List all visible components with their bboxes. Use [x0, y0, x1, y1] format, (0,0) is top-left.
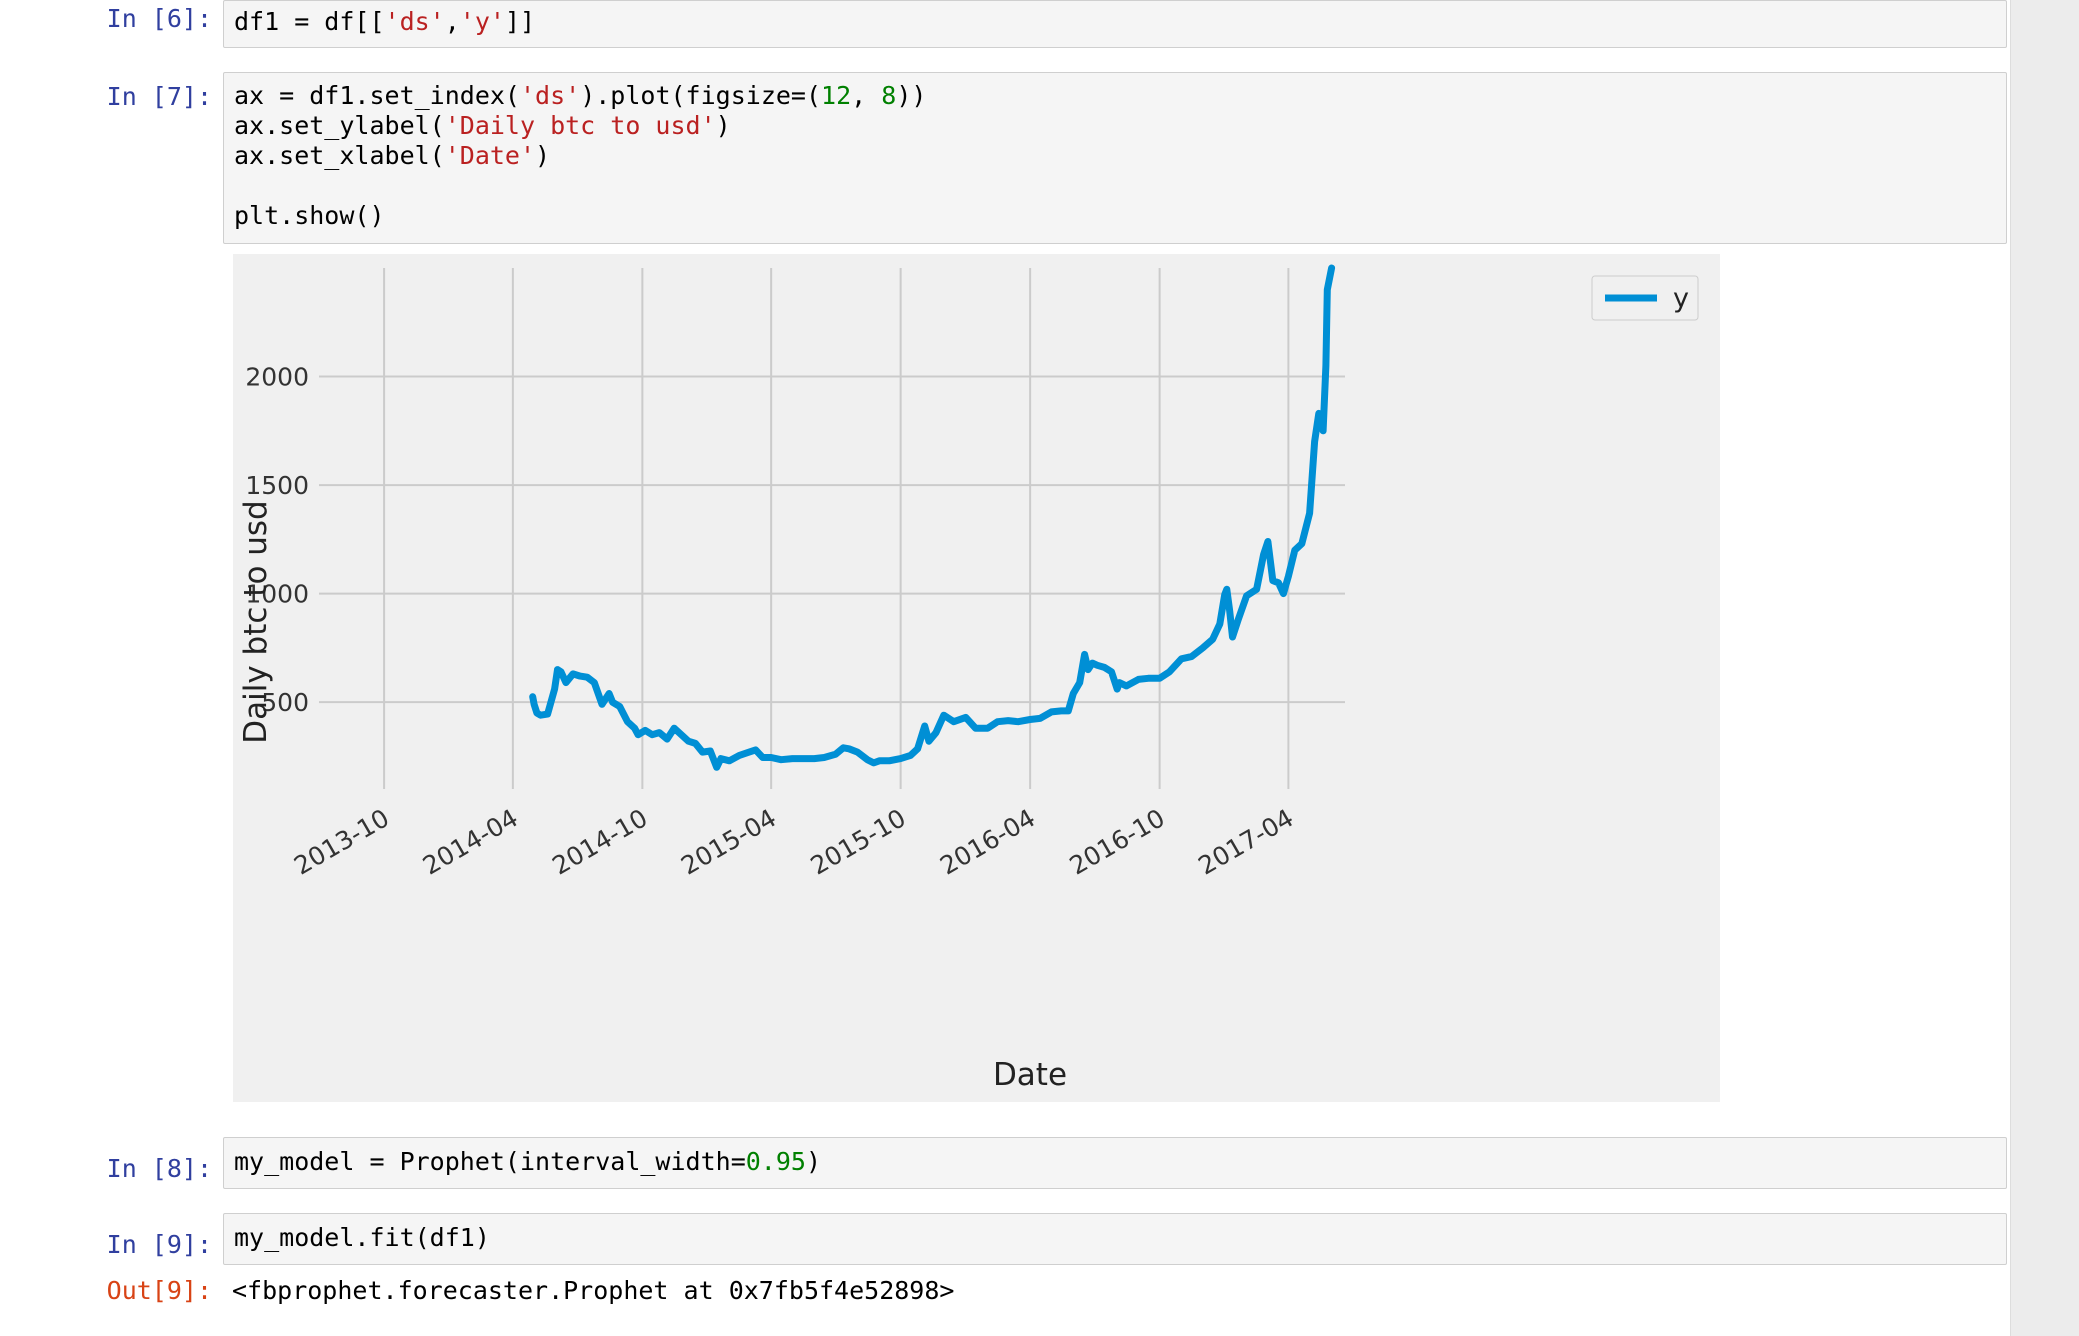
- y-tick-label: 1500: [245, 471, 309, 500]
- grid-lines: [319, 268, 1345, 789]
- string-token: 'y': [459, 7, 505, 36]
- code-line: ax = df1.set_index('ds').plot(figsize=(1…: [224, 73, 2006, 111]
- input-prompt-6: In [6]:: [106, 4, 212, 33]
- y-axis-label: Daily btc to usd: [238, 500, 274, 743]
- x-tick-label: 2017-04: [1193, 803, 1298, 880]
- code-cell-7[interactable]: ax = df1.set_index('ds').plot(figsize=(1…: [223, 72, 2007, 244]
- code-line: ax.set_ylabel('Daily btc to usd'): [224, 111, 2006, 141]
- x-tick-label: 2014-10: [547, 803, 652, 880]
- code-token: my_model = Prophet(interval_width=: [234, 1147, 746, 1176]
- page-scrollbar[interactable]: [2010, 0, 2079, 1336]
- series-line-y: [529, 264, 1336, 771]
- code-cell-8[interactable]: my_model = Prophet(interval_width=0.95): [223, 1137, 2007, 1189]
- number-token: 8: [881, 81, 897, 110]
- string-token: 'Date': [444, 141, 536, 170]
- cell-output-text: <fbprophet.forecaster.Prophet at 0x7fb5f…: [232, 1276, 955, 1305]
- y-tick-label: 2000: [245, 363, 309, 392]
- code-cell-9[interactable]: my_model.fit(df1): [223, 1213, 2007, 1265]
- string-token: 'Daily btc to usd': [444, 111, 716, 140]
- x-tick-label: 2016-10: [1065, 803, 1170, 880]
- code-token: my_model.fit(df1): [234, 1223, 490, 1252]
- x-tick-label: 2015-10: [806, 803, 911, 880]
- code-line: plt.show(): [224, 201, 2006, 231]
- code-line: my_model = Prophet(interval_width=0.95): [224, 1138, 2006, 1177]
- plot-output: 500 1000 1500 2000 2013-10 2014-04 2014-10 201…: [233, 254, 1720, 1102]
- code-token: ): [715, 111, 731, 140]
- code-token: ,: [851, 81, 882, 110]
- code-cell-6[interactable]: df1 = df[['ds','y']]: [223, 0, 2007, 48]
- input-prompt-7: In [7]:: [106, 82, 212, 111]
- code-token: plt.show(): [234, 201, 385, 230]
- code-token: ): [535, 141, 551, 170]
- code-line: df1 = df[['ds','y']]: [224, 1, 2006, 37]
- x-tick-label: 2016-04: [935, 803, 1040, 880]
- x-tick-labels: 2013-10 2014-04 2014-10 2015-04 2015-10 2016-…: [289, 803, 1298, 880]
- legend: y: [1591, 275, 1699, 321]
- code-line-blank: [224, 171, 2006, 201]
- code-token: ax.set_xlabel(: [234, 141, 445, 170]
- code-line: ax.set_xlabel('Date'): [224, 141, 2006, 171]
- number-token: 0.95: [745, 1147, 806, 1176]
- code-token: ).plot(figsize=(: [580, 81, 822, 110]
- code-token: )): [896, 81, 927, 110]
- input-prompt-8: In [8]:: [106, 1154, 212, 1183]
- string-token: 'ds': [384, 7, 445, 36]
- legend-label: y: [1673, 283, 1689, 314]
- code-token: ,: [444, 7, 460, 36]
- number-token: 12: [821, 81, 852, 110]
- code-token: ax.set_ylabel(: [234, 111, 445, 140]
- code-token: ): [805, 1147, 822, 1176]
- x-axis-label: Date: [993, 1057, 1067, 1093]
- y-tick-label: 500: [261, 688, 309, 717]
- x-tick-label: 2015-04: [676, 803, 781, 880]
- x-tick-label: 2013-10: [289, 803, 394, 880]
- code-token: df1 = df[[: [234, 7, 385, 36]
- x-tick-label: 2014-04: [418, 803, 523, 880]
- y-tick-labels: 500 1000 1500 2000: [245, 363, 309, 718]
- y-tick-label: 1000: [245, 580, 309, 609]
- code-token: ax = df1.set_index(: [234, 81, 520, 110]
- output-prompt-9: Out[9]:: [106, 1276, 212, 1305]
- code-token: ]]: [504, 7, 536, 36]
- string-token: 'ds': [519, 81, 581, 110]
- input-prompt-9: In [9]:: [106, 1230, 212, 1259]
- code-line: my_model.fit(df1): [224, 1214, 2006, 1253]
